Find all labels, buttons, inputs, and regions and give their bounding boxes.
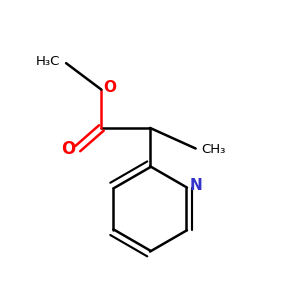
Text: O: O — [104, 80, 117, 95]
Text: N: N — [189, 178, 202, 193]
Text: CH₃: CH₃ — [201, 143, 226, 157]
Text: H₃C: H₃C — [36, 55, 61, 68]
Text: O: O — [61, 140, 76, 158]
